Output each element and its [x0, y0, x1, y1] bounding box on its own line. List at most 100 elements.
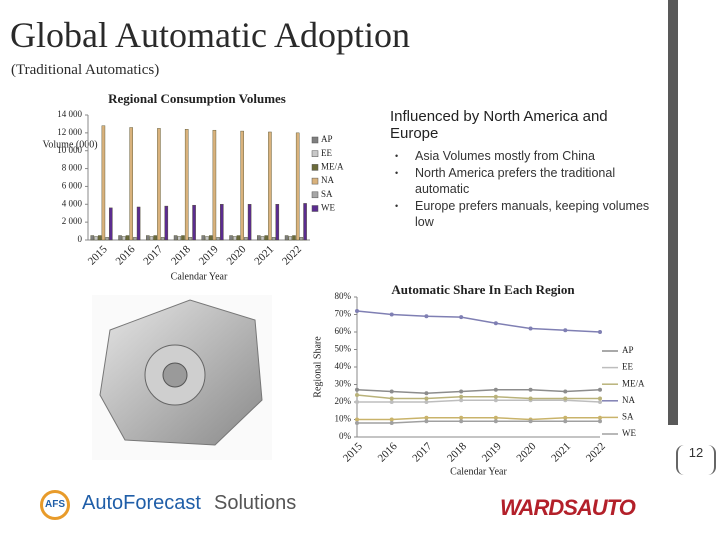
callout-box: Influenced by North America and Europe A…: [385, 104, 650, 230]
bar: [233, 236, 237, 241]
x-axis-title: Calendar Year: [450, 466, 507, 477]
bar: [101, 125, 106, 241]
partner-logo: WARDSAUTO: [500, 495, 636, 520]
point-marker: [389, 312, 394, 317]
legend-label: EE: [321, 148, 332, 158]
y-tick-label: 40%: [335, 361, 352, 371]
x-axis-title: Calendar Year: [171, 271, 228, 282]
bar: [153, 235, 157, 241]
bar: [149, 236, 154, 241]
point-marker: [528, 387, 533, 392]
x-tick-label: 2015: [86, 243, 110, 267]
point-marker: [493, 415, 498, 420]
bar: [164, 205, 169, 241]
point-marker: [563, 396, 568, 401]
bullet: North America prefers the traditional au…: [395, 165, 650, 198]
legend-label: ME/A: [622, 378, 645, 388]
y-tick-label: 30%: [335, 379, 352, 389]
y-tick-label: 12 000: [57, 127, 82, 137]
point-marker: [389, 400, 394, 404]
bar: [299, 237, 304, 241]
legend-label: EE: [622, 362, 633, 372]
y-axis-title: Volume (000): [42, 139, 97, 150]
legend-swatch: [311, 205, 319, 212]
bar: [264, 235, 268, 241]
bar: [192, 204, 196, 241]
callout-heading: Influenced by North America and Europe: [390, 108, 608, 142]
x-tick-label: 2017: [141, 243, 165, 267]
logo-mark: AFS: [40, 490, 70, 520]
bar: [236, 235, 241, 241]
point-marker: [424, 415, 429, 420]
bar: [129, 127, 133, 241]
y-tick-label: 70%: [335, 309, 352, 319]
bar: [184, 129, 189, 241]
bar: [220, 204, 224, 241]
point-marker: [563, 328, 568, 333]
point-marker: [493, 387, 498, 392]
point-marker: [355, 417, 359, 422]
bar: [90, 235, 95, 241]
x-tick-label: 2017: [410, 440, 434, 464]
y-tick-label: 0%: [339, 431, 352, 441]
point-marker: [389, 396, 394, 401]
bar: [201, 235, 206, 241]
point-marker: [424, 396, 429, 401]
point-marker: [424, 391, 429, 396]
point-marker: [598, 387, 602, 392]
legend-label: WE: [622, 428, 636, 438]
point-marker: [493, 321, 498, 326]
legend-label: WE: [321, 203, 335, 213]
bar: [136, 206, 141, 241]
x-tick-label: 2022: [584, 440, 608, 464]
y-tick-label: 4 000: [62, 198, 83, 208]
point-marker: [528, 326, 533, 331]
transmission-photo: [92, 295, 272, 460]
bar: [271, 237, 276, 241]
x-tick-label: 2020: [224, 243, 248, 267]
point-marker: [459, 398, 464, 403]
line-series: [357, 417, 600, 421]
legend-swatch: [311, 177, 319, 185]
x-tick-label: 2022: [280, 243, 304, 267]
line-series: [356, 394, 600, 400]
point-marker: [598, 415, 602, 420]
legend-label: ME/A: [321, 161, 344, 171]
bar: [244, 237, 248, 241]
callout-list: Asia Volumes mostly from China North Ame…: [385, 148, 650, 231]
bar: [125, 235, 130, 241]
point-marker: [389, 421, 394, 425]
bar: [275, 204, 280, 241]
point-marker: [355, 393, 359, 397]
y-tick-label: 80%: [335, 291, 352, 301]
bar: [212, 129, 217, 241]
legend-label: SA: [321, 189, 333, 199]
point-marker: [355, 387, 359, 392]
point-marker: [598, 396, 602, 401]
line-series: [356, 310, 601, 333]
bar: [177, 236, 182, 241]
bar: [97, 235, 102, 241]
bar: [205, 236, 209, 241]
legend-label: AP: [622, 345, 634, 355]
line-series: [356, 389, 601, 395]
bar: [118, 235, 122, 241]
point-marker: [563, 419, 568, 424]
x-tick-label: 2019: [480, 440, 504, 464]
bar: [188, 237, 193, 241]
bar: [288, 236, 293, 241]
legend-label: NA: [321, 175, 334, 185]
bar: [240, 130, 244, 241]
y-tick-label: 60%: [335, 326, 352, 336]
bar: [105, 237, 109, 241]
legend-label: NA: [622, 395, 635, 405]
bar: [109, 207, 113, 241]
slide-subtitle: (Traditional Automatics): [11, 62, 160, 78]
y-tick-label: 50%: [335, 344, 352, 354]
y-tick-label: 10 000: [57, 145, 82, 155]
chart-title: Automatic Share In Each Region: [391, 282, 575, 297]
bar: [208, 235, 213, 241]
side-strip: [668, 0, 678, 425]
